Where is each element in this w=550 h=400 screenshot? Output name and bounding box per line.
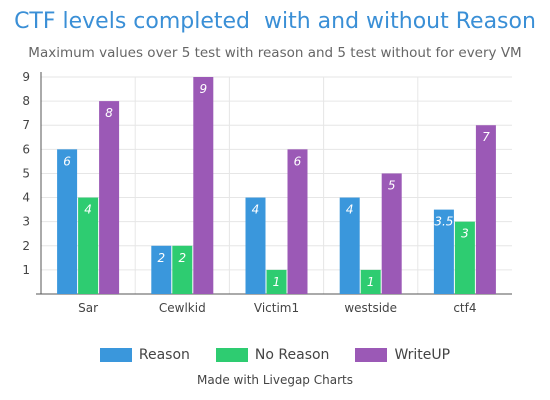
data-label-reason-victim1: 4 xyxy=(252,203,260,217)
x-tick-label-sar: Sar xyxy=(78,301,98,315)
x-tick-label-cewlkid: Cewlkid xyxy=(159,301,206,315)
data-label-no-reason-westside: 1 xyxy=(367,275,375,289)
y-tick-label-5: 5 xyxy=(22,166,30,180)
data-label-reason-cewlkid: 2 xyxy=(157,251,165,265)
bar-writeup-sar xyxy=(99,101,120,294)
data-label-reason-sar: 6 xyxy=(63,154,71,168)
legend: Reason No Reason WriteUP xyxy=(0,347,550,363)
chart-title: CTF levels completed with and without Re… xyxy=(14,9,536,34)
x-tick-label-victim1: Victim1 xyxy=(254,301,299,315)
legend-label-reason: Reason xyxy=(138,347,190,363)
data-label-no-reason-ctf4: 3 xyxy=(461,227,469,241)
y-tick-label-3: 3 xyxy=(22,215,30,229)
y-tick-label-9: 9 xyxy=(22,70,30,84)
bar-reason-victim1 xyxy=(245,197,266,294)
y-tick-label-7: 7 xyxy=(22,118,30,132)
credit-text: Made with Livegap Charts xyxy=(197,373,353,387)
data-label-writeup-sar: 8 xyxy=(105,106,113,120)
data-label-writeup-ctf4: 7 xyxy=(482,130,490,144)
legend-swatch-reason xyxy=(99,348,132,362)
data-label-no-reason-cewlkid: 2 xyxy=(178,251,186,265)
legend-label-no-reason: No Reason xyxy=(254,347,330,363)
legend-swatch-writeup xyxy=(355,348,388,362)
bar-reason-cewlkid xyxy=(151,245,172,294)
y-tick-label-6: 6 xyxy=(22,142,30,156)
x-tick-label-ctf4: ctf4 xyxy=(453,301,476,315)
legend-item-writeup[interactable]: WriteUP xyxy=(355,347,450,363)
bar-no-reason-ctf4 xyxy=(454,221,475,294)
chart-subtitle: Maximum values over 5 test with reason a… xyxy=(28,45,522,61)
bar-no-reason-cewlkid xyxy=(172,245,193,294)
y-tick-label-1: 1 xyxy=(22,263,30,277)
bar-reason-westside xyxy=(339,197,360,294)
data-label-reason-westside: 4 xyxy=(346,203,354,217)
bar-writeup-victim1 xyxy=(287,149,308,294)
legend-item-no-reason[interactable]: No Reason xyxy=(215,347,330,363)
y-tick-label-8: 8 xyxy=(22,94,30,108)
legend-item-reason[interactable]: Reason xyxy=(99,347,190,363)
data-label-no-reason-victim1: 1 xyxy=(273,275,281,289)
legend-swatch-no-reason xyxy=(215,348,248,362)
bar-writeup-westside xyxy=(381,173,402,294)
y-tick-label-2: 2 xyxy=(22,239,30,253)
data-label-writeup-cewlkid: 9 xyxy=(199,82,207,96)
bar-no-reason-sar xyxy=(78,197,99,294)
bar-no-reason-victim1 xyxy=(266,269,287,294)
data-label-writeup-westside: 5 xyxy=(388,178,396,192)
data-label-reason-ctf4: 3.5 xyxy=(434,215,453,229)
y-tick-label-4: 4 xyxy=(22,191,30,205)
x-tick-label-westside: westside xyxy=(344,301,397,315)
bar-reason-sar xyxy=(57,149,78,294)
bar-reason-ctf4 xyxy=(433,209,454,294)
data-label-no-reason-sar: 4 xyxy=(84,203,92,217)
bar-writeup-cewlkid xyxy=(193,77,214,294)
legend-label-writeup: WriteUP xyxy=(394,347,451,363)
data-label-writeup-victim1: 6 xyxy=(294,154,302,168)
bar-no-reason-westside xyxy=(360,269,381,294)
bar-writeup-ctf4 xyxy=(475,125,496,294)
